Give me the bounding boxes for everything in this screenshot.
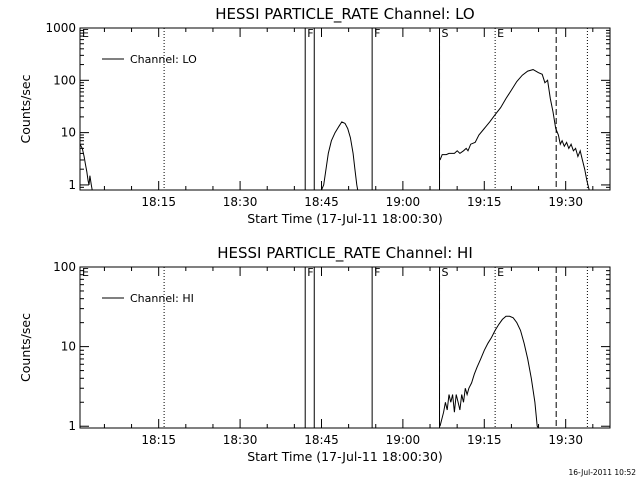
- series-line: [439, 315, 539, 428]
- x-tick-label: 18:15: [141, 195, 176, 209]
- plot-frame: [79, 27, 611, 191]
- legend-label: Channel: LO: [130, 53, 197, 66]
- x-tick-label: 18:45: [304, 195, 339, 209]
- x-tick-label: 18:15: [141, 433, 176, 447]
- event-marker-label: S: [442, 266, 449, 279]
- x-tick-label: 18:45: [304, 433, 339, 447]
- chart-panel-2: HESSI PARTICLE_RATE Channel: HI Start Tim…: [18, 244, 611, 464]
- x-tick-label: 18:30: [223, 433, 258, 447]
- timestamp: 16-Jul-2011 10:52: [568, 468, 636, 477]
- y-tick-label: 100: [53, 73, 76, 87]
- event-marker-label: F: [307, 27, 313, 40]
- x-tick-label: 19:00: [386, 433, 421, 447]
- x-tick-label: 18:30: [223, 195, 258, 209]
- chart-panel-1: HESSI PARTICLE_RATE Channel: LO Start Tim…: [18, 5, 611, 226]
- x-axis-label: Start Time (17-Jul-11 18:00:30): [247, 211, 443, 226]
- y-tick-label: 1: [68, 419, 76, 433]
- event-marker-label: F: [307, 266, 313, 279]
- event-marker-label: F: [374, 27, 380, 40]
- series-line: [80, 143, 93, 190]
- x-tick-label: 19:15: [467, 195, 502, 209]
- event-marker-label: E: [82, 266, 89, 279]
- y-axis-label: Counts/sec: [18, 74, 33, 143]
- event-marker-label: F: [374, 266, 380, 279]
- event-marker-label: S: [442, 27, 449, 40]
- x-axis-label: Start Time (17-Jul-11 18:00:30): [247, 449, 443, 464]
- event-marker-label: E: [497, 27, 504, 40]
- y-tick-label: 100: [53, 260, 76, 274]
- event-marker-label: E: [82, 27, 89, 40]
- x-tick-label: 19:30: [548, 195, 583, 209]
- x-tick-label: 19:00: [386, 195, 421, 209]
- x-tick-label: 19:15: [467, 433, 502, 447]
- y-tick-label: 10: [61, 126, 76, 140]
- plot-frame: [79, 266, 611, 429]
- y-axis-label: Counts/sec: [18, 313, 33, 382]
- chart-title: HESSI PARTICLE_RATE Channel: LO: [215, 5, 474, 24]
- y-tick-label: 10: [61, 340, 76, 354]
- legend-label: Channel: HI: [130, 292, 194, 305]
- y-tick-label: 1000: [45, 21, 76, 35]
- series-line: [321, 121, 359, 190]
- x-tick-label: 19:30: [548, 433, 583, 447]
- chart-title: HESSI PARTICLE_RATE Channel: HI: [217, 244, 473, 263]
- y-tick-label: 1: [68, 178, 76, 192]
- event-marker-label: E: [497, 266, 504, 279]
- series-line: [439, 69, 590, 190]
